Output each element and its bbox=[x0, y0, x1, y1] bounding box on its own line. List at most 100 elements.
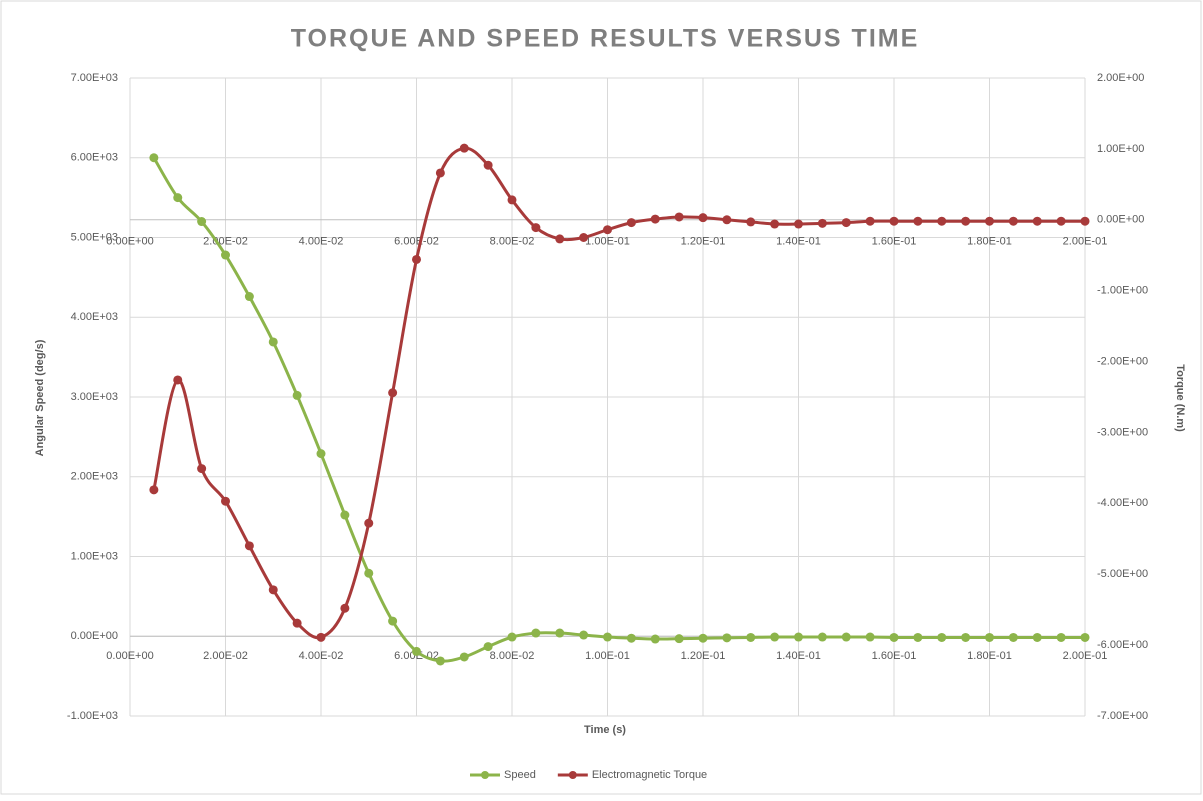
point bbox=[507, 195, 517, 205]
point bbox=[650, 214, 660, 224]
y2-tick-label: 2.00E+00 bbox=[1097, 72, 1144, 84]
point bbox=[1008, 216, 1018, 226]
point bbox=[292, 390, 302, 400]
y-tick-label: 0.00E+00 bbox=[71, 630, 118, 642]
x-tick-label: 1.60E-01 bbox=[872, 236, 917, 248]
x-tick-label: 0.00E+00 bbox=[106, 650, 153, 662]
point bbox=[173, 193, 183, 203]
point bbox=[603, 632, 612, 642]
y-tick-label: 5.00E+03 bbox=[71, 231, 118, 243]
x-tick-label: 1.00E-01 bbox=[585, 650, 630, 662]
point bbox=[794, 219, 803, 229]
point bbox=[722, 215, 732, 225]
point bbox=[794, 632, 803, 642]
point bbox=[722, 633, 732, 643]
chart-title: TORQUE AND SPEED RESULTS VERSUS TIME bbox=[291, 25, 920, 53]
y-tick-label: 4.00E+03 bbox=[71, 311, 118, 323]
point bbox=[698, 633, 708, 643]
x-tick-label: 6.00E-02 bbox=[394, 236, 439, 248]
point bbox=[650, 634, 660, 644]
y-tick-label: 7.00E+03 bbox=[71, 72, 118, 84]
point bbox=[459, 652, 469, 662]
y-tick-label: 1.00E+03 bbox=[71, 550, 118, 562]
point bbox=[388, 616, 398, 626]
point bbox=[841, 218, 851, 228]
point bbox=[746, 632, 756, 642]
x-tick-label: 1.00E-01 bbox=[585, 236, 630, 248]
point bbox=[483, 642, 493, 652]
y2-tick-label: -7.00E+00 bbox=[1097, 710, 1148, 722]
point bbox=[555, 628, 565, 638]
x-tick-label: 1.80E-01 bbox=[967, 650, 1012, 662]
y-tick-label: 3.00E+03 bbox=[71, 391, 118, 403]
point bbox=[1056, 632, 1066, 642]
x-tick-label: 8.00E-02 bbox=[490, 650, 535, 662]
x-tick-label: 2.00E-01 bbox=[1063, 650, 1108, 662]
point bbox=[292, 618, 302, 628]
point bbox=[340, 510, 350, 520]
x-tick-label: 2.00E-01 bbox=[1063, 236, 1108, 248]
y2-tick-label: 0.00E+00 bbox=[1097, 214, 1144, 226]
point bbox=[913, 632, 923, 642]
point bbox=[364, 568, 374, 578]
point bbox=[459, 143, 469, 153]
point bbox=[268, 585, 278, 595]
point bbox=[626, 633, 636, 643]
legend-label: Electromagnetic Torque bbox=[592, 769, 707, 781]
point bbox=[865, 216, 875, 226]
legend-label: Speed bbox=[504, 769, 536, 781]
point bbox=[1032, 216, 1042, 226]
x-tick-label: 1.40E-01 bbox=[776, 650, 821, 662]
point bbox=[937, 632, 947, 642]
point bbox=[173, 375, 183, 385]
point bbox=[817, 218, 827, 228]
x-tick-label: 2.00E-02 bbox=[203, 650, 248, 662]
point bbox=[221, 250, 230, 260]
y-tick-label: 6.00E+03 bbox=[71, 152, 118, 164]
legend-marker bbox=[481, 771, 489, 779]
point bbox=[841, 632, 851, 642]
point bbox=[770, 632, 780, 642]
point bbox=[531, 223, 541, 233]
point bbox=[961, 216, 971, 226]
point bbox=[149, 485, 159, 495]
x-tick-label: 1.60E-01 bbox=[872, 650, 917, 662]
y2-tick-label: -4.00E+00 bbox=[1097, 497, 1148, 509]
point bbox=[698, 213, 708, 223]
x-axis-title: Time (s) bbox=[584, 724, 626, 736]
point bbox=[483, 160, 493, 170]
y2-axis-title: Torque (N.m) bbox=[1174, 364, 1186, 432]
point bbox=[889, 632, 899, 642]
point bbox=[1008, 632, 1018, 642]
point bbox=[149, 153, 159, 163]
point bbox=[985, 632, 994, 642]
y2-tick-label: 1.00E+00 bbox=[1097, 143, 1144, 155]
point bbox=[435, 168, 445, 178]
y2-tick-label: -2.00E+00 bbox=[1097, 355, 1148, 367]
point bbox=[746, 217, 756, 227]
x-tick-label: 8.00E-02 bbox=[490, 236, 535, 248]
y2-tick-label: -5.00E+00 bbox=[1097, 568, 1148, 580]
point bbox=[268, 337, 278, 347]
point bbox=[674, 634, 684, 644]
x-tick-label: 4.00E-02 bbox=[299, 650, 344, 662]
point bbox=[674, 212, 684, 222]
y-tick-label: -1.00E+03 bbox=[67, 710, 118, 722]
x-tick-label: 1.20E-01 bbox=[681, 236, 726, 248]
point bbox=[985, 216, 994, 226]
point bbox=[579, 630, 589, 640]
point bbox=[316, 632, 326, 642]
point bbox=[221, 496, 230, 506]
point bbox=[244, 541, 254, 551]
point bbox=[579, 233, 589, 242]
point bbox=[937, 216, 947, 226]
point bbox=[1032, 632, 1042, 642]
x-tick-label: 4.00E-02 bbox=[299, 236, 344, 248]
y2-tick-label: -3.00E+00 bbox=[1097, 426, 1148, 438]
point bbox=[244, 292, 254, 302]
point bbox=[364, 518, 374, 528]
point bbox=[197, 217, 207, 227]
point bbox=[388, 388, 398, 398]
y-axis-title: Angular Speed (deg/s) bbox=[34, 339, 46, 456]
